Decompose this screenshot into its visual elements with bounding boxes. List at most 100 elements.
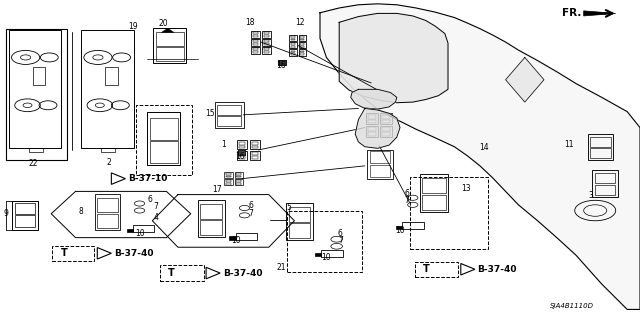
Bar (6, 29, 67, 160)
Bar (238, 150, 245, 155)
Bar (264, 48, 269, 50)
Bar (200, 220, 222, 235)
Text: B-37-10: B-37-10 (128, 174, 168, 183)
Bar (382, 115, 390, 119)
Bar (287, 211, 362, 272)
Bar (252, 142, 258, 145)
Bar (227, 175, 230, 177)
Text: 10: 10 (396, 226, 405, 235)
Bar (217, 105, 241, 115)
Bar (301, 50, 305, 52)
Bar (264, 40, 269, 42)
Bar (301, 46, 305, 48)
Bar (415, 262, 458, 277)
Bar (239, 142, 245, 145)
Bar (286, 204, 313, 240)
Bar (133, 225, 154, 232)
Bar (253, 32, 259, 34)
Bar (382, 127, 390, 131)
Bar (289, 35, 297, 41)
Text: 16: 16 (276, 61, 286, 70)
Bar (97, 214, 118, 228)
Bar (147, 113, 180, 165)
Bar (253, 40, 259, 42)
Polygon shape (506, 57, 544, 102)
Bar (262, 39, 271, 46)
Bar (382, 132, 390, 136)
Text: B-37-40: B-37-40 (223, 269, 262, 278)
Text: 15: 15 (205, 109, 214, 118)
Bar (315, 253, 321, 256)
Bar (239, 145, 245, 148)
Bar (214, 102, 243, 128)
Bar (253, 51, 259, 53)
Text: 9: 9 (3, 209, 8, 218)
Bar (262, 47, 271, 54)
Bar (160, 265, 204, 281)
Bar (396, 226, 402, 229)
Bar (127, 229, 133, 232)
Text: 10: 10 (232, 236, 241, 245)
Text: 19: 19 (128, 22, 138, 31)
Bar (291, 39, 295, 40)
Text: 7: 7 (154, 202, 159, 211)
Polygon shape (351, 89, 397, 109)
Bar (370, 151, 390, 163)
Bar (153, 28, 186, 63)
Bar (33, 67, 45, 85)
Text: 10: 10 (321, 253, 331, 262)
Text: 1: 1 (221, 140, 225, 149)
Bar (250, 151, 260, 160)
Bar (150, 118, 178, 140)
Bar (150, 141, 178, 163)
Bar (235, 172, 243, 178)
Text: 8: 8 (78, 207, 83, 216)
Bar (301, 36, 305, 38)
Bar (227, 183, 230, 184)
Bar (136, 105, 192, 175)
Text: 12: 12 (296, 18, 305, 27)
Text: 10: 10 (136, 229, 145, 238)
Bar (291, 43, 295, 45)
Bar (368, 115, 376, 119)
Bar (227, 180, 230, 182)
Bar (237, 151, 247, 160)
Bar (156, 32, 184, 46)
Text: 13: 13 (461, 184, 470, 193)
Text: 7: 7 (404, 197, 410, 205)
Bar (251, 47, 260, 54)
Text: T: T (168, 268, 175, 278)
Bar (237, 140, 247, 149)
Bar (422, 178, 446, 193)
Bar (291, 36, 295, 38)
Bar (251, 31, 260, 38)
Bar (298, 42, 307, 48)
Bar (264, 35, 269, 37)
Bar (289, 49, 297, 56)
Bar (52, 246, 94, 261)
Bar (370, 165, 390, 177)
Text: 6: 6 (338, 229, 343, 238)
Bar (264, 51, 269, 53)
Bar (237, 173, 241, 174)
Bar (291, 46, 295, 48)
Bar (237, 183, 241, 184)
Bar (264, 32, 269, 34)
Bar (420, 174, 449, 212)
Bar (15, 215, 35, 227)
Bar (251, 39, 260, 46)
Bar (237, 175, 241, 177)
Bar (200, 204, 222, 219)
Text: B-37-40: B-37-40 (477, 265, 517, 274)
Polygon shape (355, 108, 400, 148)
Bar (368, 120, 376, 123)
Bar (298, 35, 307, 41)
Bar (253, 43, 259, 45)
Bar (366, 113, 378, 124)
Bar (367, 150, 393, 179)
Bar (238, 150, 245, 155)
Bar (595, 173, 615, 183)
Bar (592, 170, 618, 197)
Text: B-37-40: B-37-40 (114, 249, 154, 258)
Bar (422, 195, 446, 210)
